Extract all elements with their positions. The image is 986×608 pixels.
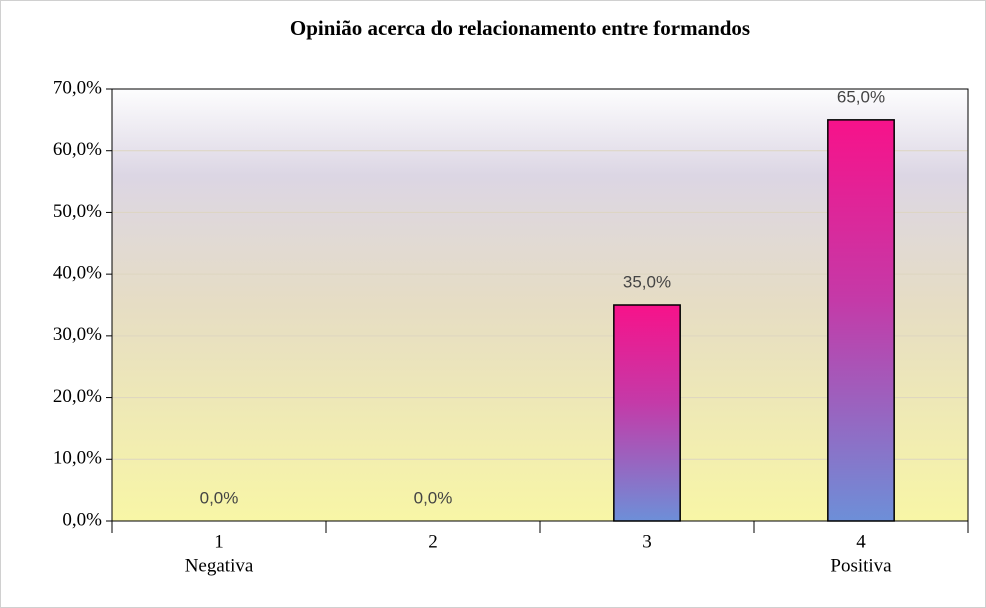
- x-tick-label: 3: [642, 531, 652, 552]
- y-tick-label: 40,0%: [53, 263, 102, 284]
- y-tick-label: 0,0%: [62, 509, 102, 530]
- data-label: 65,0%: [837, 87, 885, 106]
- x-tick-label: 1: [214, 531, 224, 552]
- data-label: 0,0%: [200, 488, 239, 507]
- y-tick-label: 60,0%: [53, 139, 102, 160]
- y-tick-label: 70,0%: [53, 77, 102, 98]
- chart-title: Opinião acerca do relacionamento entre f…: [290, 16, 750, 40]
- y-tick-label: 30,0%: [53, 324, 102, 345]
- x-tick-sublabel: Negativa: [185, 555, 254, 576]
- bar: [827, 119, 895, 522]
- data-label: 0,0%: [414, 488, 453, 507]
- y-tick-label: 50,0%: [53, 201, 102, 222]
- plot-area: [112, 89, 968, 521]
- y-tick-label: 20,0%: [53, 386, 102, 407]
- bar: [613, 304, 681, 522]
- x-tick-label: 4: [856, 531, 866, 552]
- x-tick-sublabel: Positiva: [830, 555, 892, 576]
- data-label: 35,0%: [623, 272, 671, 291]
- x-tick-label: 2: [428, 531, 438, 552]
- y-tick-label: 10,0%: [53, 448, 102, 469]
